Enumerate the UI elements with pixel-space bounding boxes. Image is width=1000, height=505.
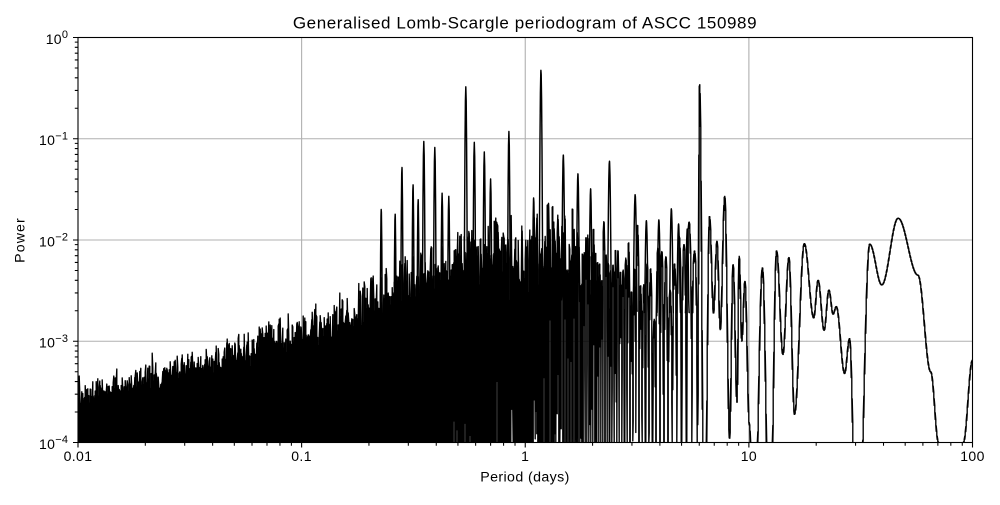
svg-text:1: 1 [521,448,529,464]
svg-text:0.01: 0.01 [64,448,93,464]
svg-text:Period (days): Period (days) [480,470,570,486]
svg-text:Power: Power [13,217,29,263]
svg-text:10: 10 [741,448,757,464]
svg-text:100: 100 [960,448,985,464]
svg-text:Generalised Lomb-Scargle perio: Generalised Lomb-Scargle periodogram of … [293,14,757,33]
svg-text:0.1: 0.1 [291,448,312,464]
